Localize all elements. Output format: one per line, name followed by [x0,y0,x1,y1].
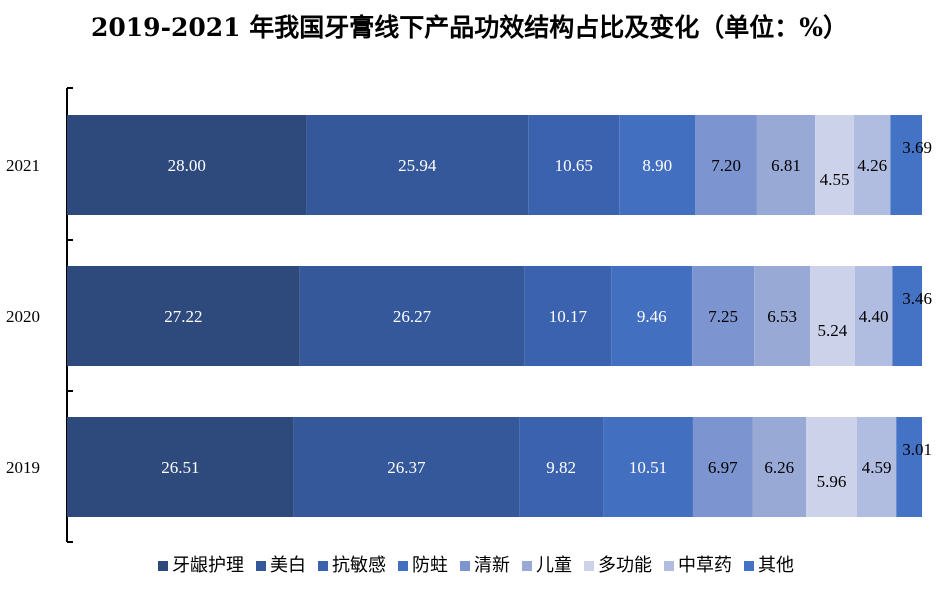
data-label: 26.37 [387,458,426,477]
y-tick-label: 2020 [6,307,40,326]
bar-segment [695,115,757,215]
data-label: 4.59 [862,458,892,477]
legend-swatch [664,561,674,571]
bar-segment [809,266,855,366]
bar-segment [754,266,810,366]
bar-segment [896,417,922,517]
y-tick-label: 2021 [6,156,40,175]
legend-label: 中草药 [678,555,732,576]
data-label: 6.53 [767,307,797,326]
bar-segment [892,266,922,366]
data-label: 10.65 [555,156,593,175]
bar-segment [619,115,696,215]
bar-segment [854,115,891,215]
bar-segment [756,115,816,215]
bar-segment [524,266,612,366]
data-label: 26.27 [393,307,432,326]
chart-title: 2019-2021 年我国牙膏线下产品功效结构占比及变化（单位：%） [91,13,848,42]
legend-swatch [318,561,328,571]
legend-label: 牙龈护理 [172,555,244,576]
data-label: 26.51 [161,458,199,477]
legend-label: 多功能 [598,555,652,576]
data-label: 28.00 [168,156,206,175]
data-label: 27.22 [164,307,202,326]
bar-segment [299,266,525,366]
legend-label: 美白 [270,555,306,576]
bar-segment [854,266,893,366]
y-tick-label: 2019 [6,458,40,477]
bar-segment [519,417,604,517]
data-label: 25.94 [398,156,437,175]
data-label: 6.81 [771,156,801,175]
bar-segment [692,266,755,366]
data-label: 7.20 [711,156,741,175]
data-label: 6.26 [764,458,794,477]
data-label: 6.97 [708,458,738,477]
legend-label: 抗敏感 [332,555,386,576]
legend-swatch [744,561,754,571]
legend-label: 其他 [758,555,794,576]
bar-segment [692,417,753,517]
legend-swatch [158,561,168,571]
bar-segment [815,115,855,215]
bar-segment [67,115,307,215]
data-label: 10.17 [549,307,588,326]
bar-segment [67,417,294,517]
legend-swatch [584,561,594,571]
data-label: 10.51 [629,458,667,477]
bar-segment [806,417,858,517]
bar-segment [857,417,897,517]
bar-segment [293,417,520,517]
data-label: 5.24 [818,321,848,340]
bar-segment [890,115,922,215]
data-label: 9.82 [546,458,576,477]
legend-swatch [256,561,266,571]
data-label: 3.01 [902,440,932,459]
legend-swatch [460,561,470,571]
data-label: 9.46 [637,307,667,326]
bar-segment [603,417,693,517]
data-label: 4.55 [820,170,850,189]
data-label: 3.46 [902,289,932,308]
data-label: 3.69 [902,138,932,157]
bar-segment [528,115,620,215]
legend-label: 清新 [474,555,510,576]
bar-segment [611,266,693,366]
bar-segment [752,417,807,517]
bar-segment [67,266,300,366]
bar-segment [306,115,529,215]
legend-label: 儿童 [536,555,572,576]
data-label: 5.96 [817,472,847,491]
legend-swatch [522,561,532,571]
legend-swatch [398,561,408,571]
data-label: 8.90 [642,156,672,175]
data-label: 4.26 [857,156,887,175]
data-label: 4.40 [859,307,889,326]
legend-label: 防蛀 [412,555,448,576]
data-label: 7.25 [708,307,738,326]
